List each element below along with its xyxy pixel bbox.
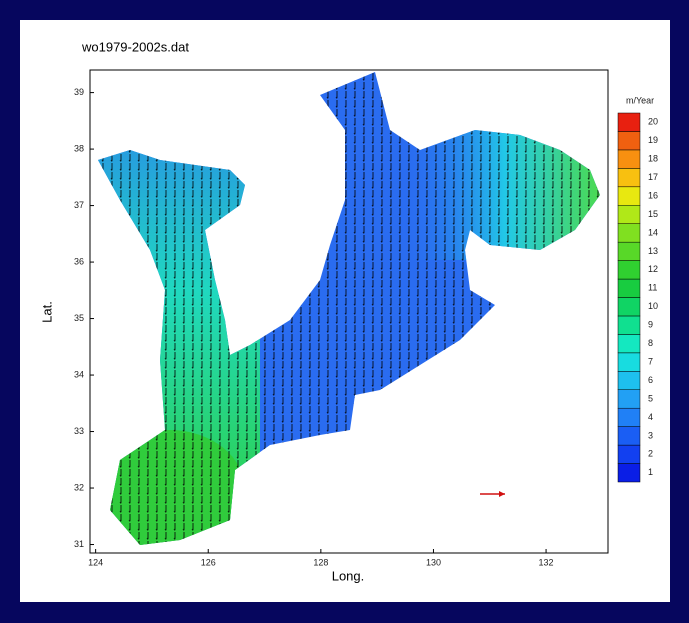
- colorbar-label: 2: [648, 449, 653, 459]
- x-tick-label: 126: [201, 557, 216, 567]
- colorbar-swatch: [617, 389, 641, 409]
- colorbar-label: 13: [648, 246, 658, 256]
- y-tick-label: 31: [74, 539, 84, 549]
- title: wo1979-2002s.dat: [81, 39, 189, 54]
- colorbar-label: 14: [648, 227, 658, 237]
- colorbar-label: 18: [648, 154, 658, 164]
- y-label: Lat.: [39, 301, 54, 323]
- colorbar-label: 5: [648, 393, 653, 403]
- y-tick-label: 37: [74, 200, 84, 210]
- colorbar-label: 19: [648, 135, 658, 145]
- y-tick-label: 34: [74, 369, 84, 379]
- colorbar-swatch: [617, 260, 641, 280]
- colorbar-label: 11: [648, 283, 657, 293]
- colorbar-swatch: [617, 112, 641, 132]
- colorbar-swatch: [617, 426, 641, 446]
- colorbar-swatch: [617, 407, 641, 427]
- colorbar-label: 17: [648, 172, 658, 182]
- colorbar-label: 1: [648, 467, 653, 477]
- colorbar-label: 20: [648, 117, 658, 127]
- y-tick-label: 33: [74, 426, 84, 436]
- colorbar-swatch: [617, 315, 641, 335]
- y-tick-label: 35: [74, 313, 84, 323]
- colorbar-unit: m/Year: [626, 95, 654, 105]
- y-tick-label: 39: [74, 87, 84, 97]
- colorbar-label: 15: [648, 209, 658, 219]
- x-tick-label: 132: [539, 557, 554, 567]
- colorbar-label: 8: [648, 338, 653, 348]
- colorbar-swatch: [617, 371, 641, 390]
- colorbar-swatch: [617, 223, 641, 243]
- colorbar-label: 6: [648, 375, 653, 385]
- colorbar-swatch: [617, 205, 641, 224]
- colorbar-label: 16: [648, 190, 658, 200]
- colorbar-swatch: [617, 334, 641, 354]
- colorbar-swatch: [617, 352, 641, 372]
- colorbar-swatch: [617, 241, 641, 261]
- colorbar-swatch: [617, 186, 641, 206]
- colorbar-swatch: [617, 149, 641, 169]
- colorbar-swatch: [617, 278, 641, 298]
- colorbar-swatch: [617, 444, 641, 464]
- x-label: Long.: [332, 568, 365, 583]
- y-tick-label: 38: [74, 143, 84, 153]
- x-tick-label: 130: [426, 557, 441, 567]
- axes: 124 126 128 130 132 31 32 33 34 35 36 37 38 39: [74, 87, 554, 567]
- x-tick-label: 124: [88, 557, 103, 567]
- colorbar-label: 10: [648, 301, 658, 311]
- colorbar-label: 7: [648, 356, 653, 366]
- colorbar-swatch: [617, 463, 641, 483]
- y-tick-label: 36: [74, 256, 84, 266]
- colorbar-label: 12: [648, 264, 658, 274]
- plot-frame: [89, 69, 609, 554]
- colorbar-label: 3: [648, 430, 653, 440]
- colorbar-label: 9: [648, 320, 653, 330]
- colorbar-swatch: [617, 297, 641, 317]
- y-tick-label: 32: [74, 482, 84, 492]
- scale-arrow-head: [499, 491, 505, 497]
- x-tick-label: 128: [313, 557, 328, 567]
- colorbar-swatch: [617, 168, 641, 188]
- colorbar-swatch: [617, 131, 641, 151]
- colorbar-label: 4: [648, 412, 653, 422]
